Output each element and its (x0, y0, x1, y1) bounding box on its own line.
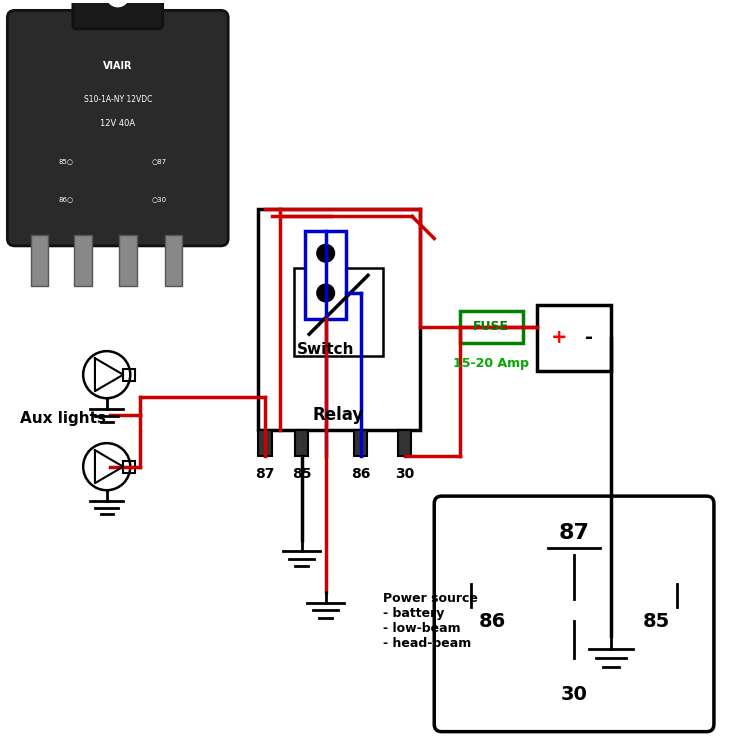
Text: 30: 30 (395, 467, 414, 481)
Circle shape (316, 284, 334, 302)
Bar (31, 234, 49, 286)
Bar (123, 369, 135, 381)
Bar (294, 268, 383, 356)
Bar (258, 209, 420, 430)
Bar (537, 305, 611, 371)
Bar (398, 430, 411, 456)
Text: 86: 86 (478, 611, 506, 631)
Text: S10-1A-NY 12VDC: S10-1A-NY 12VDC (84, 95, 152, 104)
FancyBboxPatch shape (73, 0, 163, 29)
Text: +: + (551, 329, 567, 347)
Text: 12V 40A: 12V 40A (100, 119, 135, 128)
Text: Switch: Switch (297, 341, 355, 357)
Text: Relay: Relay (313, 406, 364, 424)
Text: Power source
- battery
- low-beam
- head-beam: Power source - battery - low-beam - head… (383, 592, 478, 650)
FancyBboxPatch shape (434, 496, 714, 732)
Text: 85: 85 (643, 611, 670, 631)
Bar (74, 234, 91, 286)
Text: FUSE: FUSE (473, 321, 509, 333)
Text: 87: 87 (559, 523, 590, 543)
Bar (354, 430, 367, 456)
Text: 15-20 Amp: 15-20 Amp (453, 357, 529, 370)
Bar (119, 234, 137, 286)
Bar (258, 430, 272, 456)
Bar (305, 232, 346, 320)
Text: ○30: ○30 (152, 196, 166, 202)
Circle shape (107, 0, 129, 7)
Text: VIAIR: VIAIR (103, 62, 132, 71)
Text: 87: 87 (255, 467, 275, 481)
Circle shape (316, 244, 334, 262)
Bar (460, 311, 523, 343)
FancyBboxPatch shape (7, 10, 228, 246)
Bar (165, 234, 183, 286)
Bar (123, 461, 135, 473)
Text: Aux lights: Aux lights (20, 411, 105, 427)
Text: 86: 86 (351, 467, 370, 481)
Text: ○87: ○87 (152, 158, 166, 164)
Text: 85○: 85○ (59, 158, 74, 164)
Text: -: - (585, 329, 592, 347)
Text: 86○: 86○ (59, 196, 74, 202)
Text: 85: 85 (292, 467, 311, 481)
Bar (295, 430, 308, 456)
Text: 30: 30 (561, 686, 587, 704)
